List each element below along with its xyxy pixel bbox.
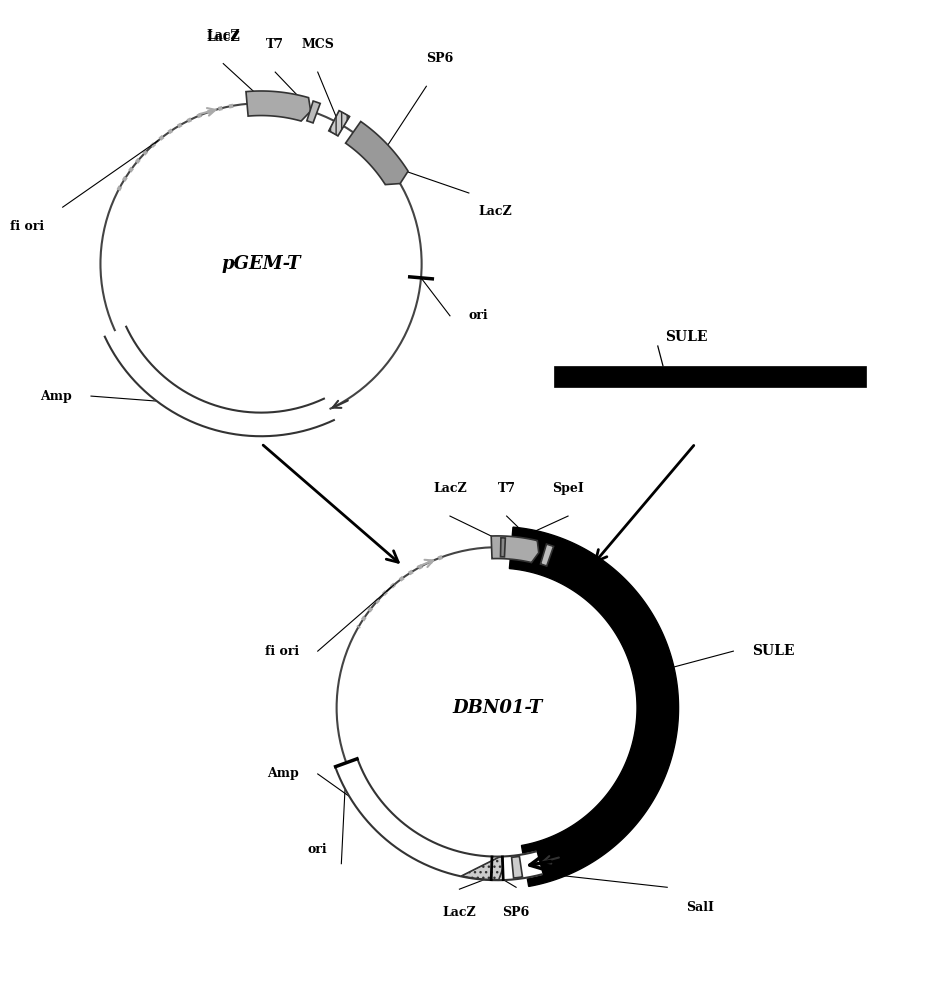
Polygon shape bbox=[346, 121, 408, 185]
Text: SalI: SalI bbox=[686, 901, 714, 914]
Polygon shape bbox=[335, 759, 542, 880]
Bar bbox=[554, 366, 865, 387]
Polygon shape bbox=[509, 527, 679, 886]
Text: SULE: SULE bbox=[752, 644, 795, 658]
Text: DBN01-T: DBN01-T bbox=[452, 699, 543, 717]
Text: LacZ: LacZ bbox=[443, 906, 476, 919]
Text: ori: ori bbox=[307, 843, 327, 856]
Text: SULE: SULE bbox=[664, 330, 707, 344]
Polygon shape bbox=[246, 91, 310, 121]
Text: ori: ori bbox=[469, 309, 488, 322]
Text: fi ori: fi ori bbox=[10, 220, 44, 233]
Polygon shape bbox=[105, 327, 334, 436]
Polygon shape bbox=[328, 111, 349, 136]
Polygon shape bbox=[307, 101, 320, 123]
Text: Amp: Amp bbox=[40, 390, 72, 403]
Text: SP6: SP6 bbox=[426, 52, 453, 65]
Text: fi ori: fi ori bbox=[265, 645, 299, 658]
Polygon shape bbox=[491, 536, 539, 563]
Polygon shape bbox=[541, 544, 553, 566]
Polygon shape bbox=[511, 856, 523, 878]
Text: MCS: MCS bbox=[301, 38, 334, 51]
Text: LacZ: LacZ bbox=[478, 205, 512, 218]
Text: SpeI: SpeI bbox=[552, 482, 584, 495]
Text: SP6: SP6 bbox=[503, 906, 529, 919]
Text: Amp: Amp bbox=[268, 767, 299, 780]
Text: LacZ: LacZ bbox=[207, 29, 240, 42]
Text: pGEM-T: pGEM-T bbox=[221, 255, 301, 273]
Text: T7: T7 bbox=[498, 482, 516, 495]
Polygon shape bbox=[462, 857, 503, 880]
Text: T7: T7 bbox=[267, 38, 285, 51]
Polygon shape bbox=[501, 538, 506, 557]
Text: LacZ: LacZ bbox=[433, 482, 466, 495]
Text: LacZ: LacZ bbox=[207, 31, 240, 44]
